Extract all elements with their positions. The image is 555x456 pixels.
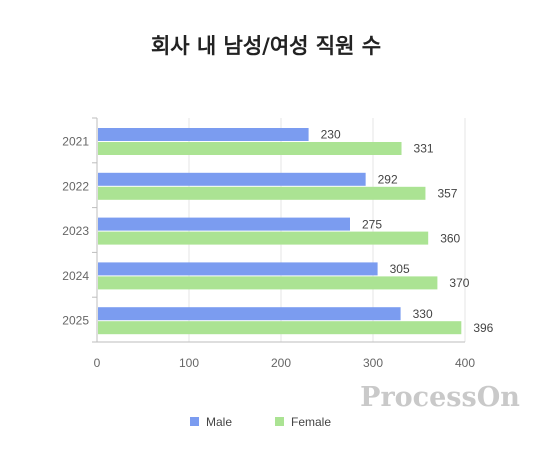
y-tick-label: 2025	[62, 314, 89, 328]
x-tick-label: 300	[363, 356, 383, 370]
legend-label-female: Female	[291, 415, 331, 429]
data-labels: 230 331 292 357 275 360 305 370 330 396	[321, 128, 494, 335]
legend-swatch-male	[190, 417, 199, 426]
data-label-female-2025: 396	[473, 321, 493, 335]
data-label-male-2024: 305	[390, 262, 410, 276]
bars	[98, 128, 462, 335]
bar-male-2022	[98, 172, 366, 186]
x-tick-label: 400	[455, 356, 475, 370]
x-tick-label: 100	[179, 356, 199, 370]
bar-male-2025	[98, 307, 401, 321]
x-tick-label: 200	[271, 356, 291, 370]
data-label-female-2021: 331	[414, 142, 434, 156]
y-tick-label: 2021	[62, 135, 89, 149]
bar-female-2025	[98, 321, 462, 335]
bar-male-2023	[98, 217, 350, 231]
data-label-female-2024: 370	[449, 276, 469, 290]
legend: Male Female	[190, 415, 331, 429]
legend-label-male: Male	[206, 415, 232, 429]
data-label-male-2022: 292	[378, 172, 398, 186]
data-label-male-2025: 330	[413, 307, 433, 321]
data-label-male-2021: 230	[321, 128, 341, 142]
bar-female-2023	[98, 231, 429, 245]
bar-female-2021	[98, 142, 402, 155]
bar-male-2024	[98, 262, 378, 276]
legend-swatch-female	[275, 417, 284, 426]
y-tick-label: 2022	[62, 179, 89, 193]
axes: 0 100 200 300 400 2021 2022 2023 2024 2025	[62, 117, 475, 370]
y-tick-label: 2023	[62, 224, 89, 238]
chart-title: 회사 내 남성/여성 직원 수	[151, 34, 381, 58]
bar-female-2024	[98, 276, 438, 290]
data-label-female-2022: 357	[437, 186, 457, 200]
watermark-logo: ProcessOn	[360, 382, 520, 413]
bar-male-2021	[98, 128, 309, 141]
data-label-male-2023: 275	[362, 217, 382, 231]
y-tick-label: 2024	[62, 269, 89, 283]
data-label-female-2023: 360	[440, 231, 460, 245]
x-tick-label: 0	[94, 356, 101, 370]
bar-female-2022	[98, 186, 426, 200]
